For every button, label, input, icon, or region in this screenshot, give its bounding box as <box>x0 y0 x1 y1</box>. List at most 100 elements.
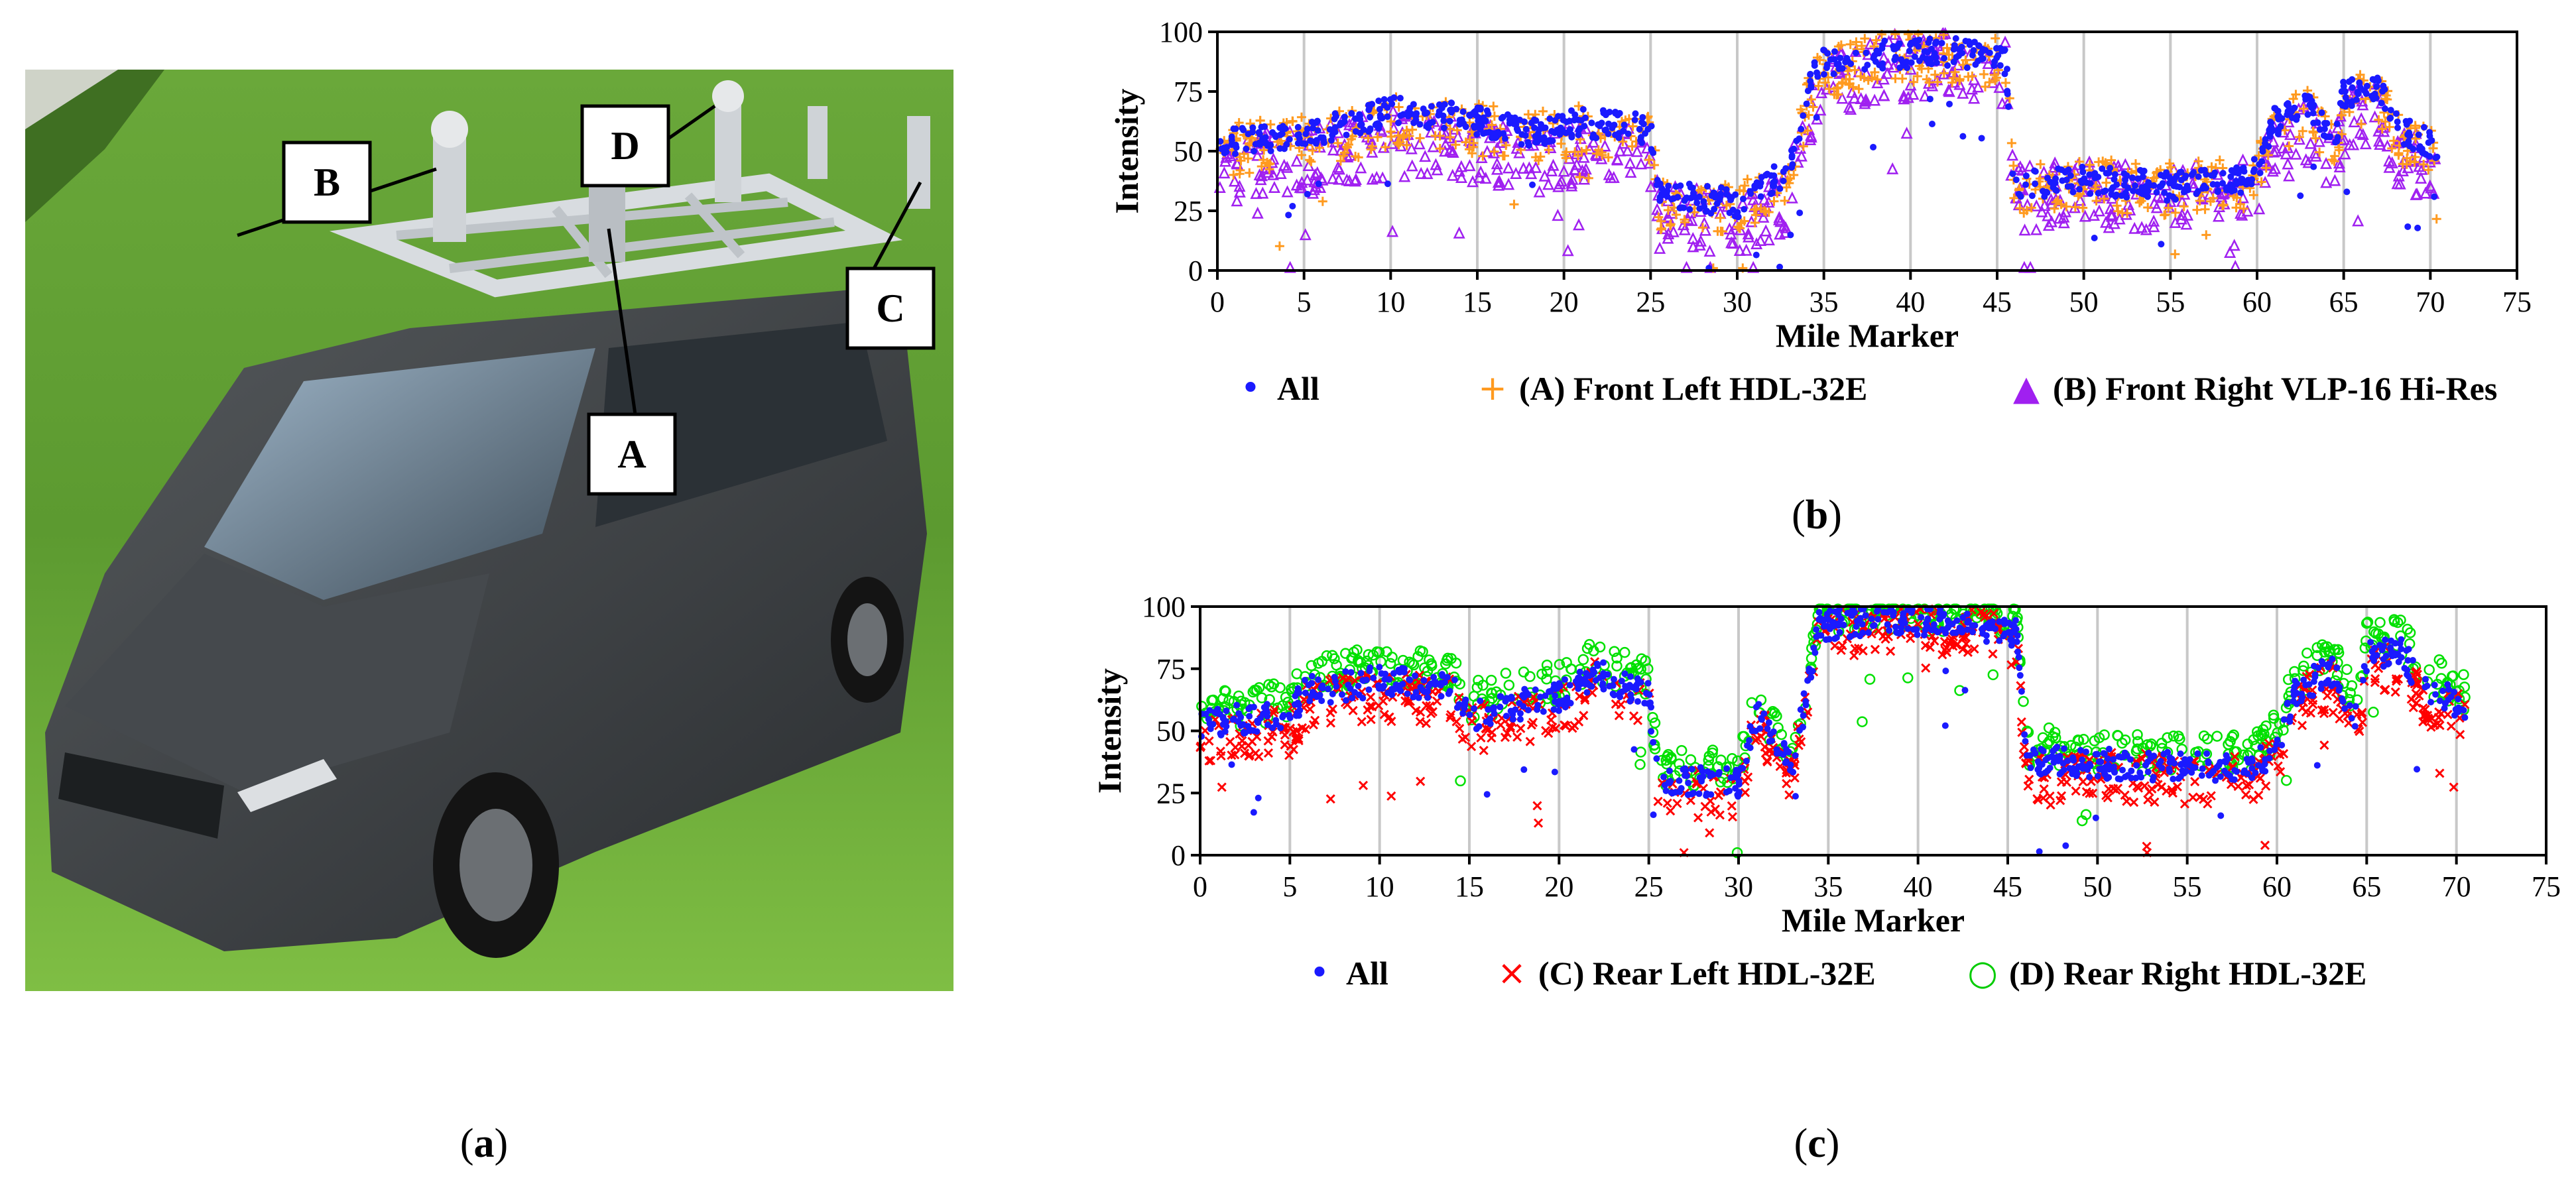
data-point <box>2182 172 2189 180</box>
data-point <box>1615 130 1623 137</box>
data-point <box>1836 40 1846 50</box>
data-point <box>1546 688 1553 695</box>
data-point <box>2288 107 2296 115</box>
data-point <box>1396 95 1404 102</box>
callout-d: D <box>580 104 670 188</box>
data-point <box>1251 206 1264 219</box>
data-point <box>1758 174 1765 181</box>
data-point <box>1348 705 1358 715</box>
data-point <box>2102 187 2109 194</box>
data-point <box>2038 199 2051 211</box>
data-point <box>1769 196 1779 206</box>
data-point <box>1502 697 1509 705</box>
data-point <box>1373 121 1380 128</box>
data-point <box>1806 665 1813 672</box>
data-point <box>1610 676 1617 683</box>
data-point <box>1437 681 1444 689</box>
data-point <box>2293 133 2305 145</box>
data-point <box>1851 37 1861 47</box>
legend-marker: ▲ <box>2013 369 2040 408</box>
y-axis-label: Intensity <box>1108 89 1145 214</box>
data-point <box>1987 669 1999 681</box>
data-point <box>1529 181 1536 188</box>
data-point <box>2298 126 2307 136</box>
data-point <box>2164 203 2174 213</box>
data-point <box>2363 82 2370 89</box>
data-point <box>1462 123 1469 131</box>
x-tick-label: 65 <box>2329 286 2359 318</box>
data-point <box>1357 670 1365 677</box>
data-point <box>1502 161 1514 174</box>
data-point <box>1913 626 1920 633</box>
data-point <box>2362 617 2374 628</box>
data-point <box>1805 129 1817 141</box>
data-point <box>1525 737 1535 746</box>
data-point <box>2359 676 2366 683</box>
data-point <box>1211 709 1219 716</box>
data-point <box>1686 213 1698 226</box>
data-point <box>1952 34 1959 42</box>
data-point <box>1843 66 1853 76</box>
data-point <box>1831 84 1841 93</box>
data-point <box>1510 141 1523 154</box>
data-point <box>2118 754 2125 761</box>
svg-text:B: B <box>314 160 340 204</box>
data-point <box>1861 66 1869 73</box>
data-point <box>1823 64 1830 72</box>
data-point <box>1787 766 1794 774</box>
data-point <box>2236 208 2248 221</box>
data-point <box>1293 712 1300 719</box>
data-point <box>1811 649 1819 656</box>
data-point <box>1451 140 1461 150</box>
data-point <box>1745 215 1758 227</box>
data-point <box>2217 812 2225 819</box>
data-point <box>2405 646 2412 653</box>
data-point <box>2348 715 2355 722</box>
data-point <box>1461 137 1471 147</box>
data-point <box>2274 107 2281 115</box>
data-point <box>1585 672 1593 680</box>
x-tick-label: 50 <box>2069 286 2099 318</box>
data-point <box>2166 192 2173 199</box>
data-point <box>2339 101 2346 109</box>
data-point <box>1660 189 1668 196</box>
data-point <box>1776 729 1787 740</box>
data-point <box>1566 172 1579 185</box>
data-point <box>2130 188 2137 195</box>
data-point <box>1251 685 1262 696</box>
data-point <box>1636 125 1643 133</box>
data-point <box>2445 685 2453 693</box>
data-point <box>1558 164 1570 177</box>
data-point <box>1870 68 1880 78</box>
data-point <box>1826 607 1833 615</box>
data-point <box>1822 636 1829 643</box>
data-point <box>2079 756 2086 763</box>
data-point <box>1985 624 1993 632</box>
data-point <box>1359 695 1367 702</box>
data-point <box>2387 114 2394 121</box>
data-point <box>1483 107 1491 114</box>
data-point <box>2158 241 2165 248</box>
data-point <box>1302 130 1310 137</box>
data-point <box>1262 140 1270 147</box>
data-point <box>2194 750 2201 757</box>
data-point <box>1991 33 2000 43</box>
data-point <box>2248 764 2256 772</box>
data-point <box>1386 791 1396 801</box>
data-point <box>1782 746 1790 753</box>
data-point <box>2384 122 2394 132</box>
data-point <box>1230 750 1240 760</box>
data-point <box>1867 73 1877 83</box>
data-point <box>2284 141 2294 151</box>
data-point <box>1718 184 1725 191</box>
data-point <box>1981 611 1992 621</box>
data-point <box>2327 154 2337 164</box>
data-point <box>1662 231 1674 244</box>
data-point <box>2179 202 2189 211</box>
data-point <box>1489 705 1497 712</box>
data-point <box>2099 165 2106 172</box>
data-point <box>2093 204 2105 217</box>
data-point <box>2087 190 2094 198</box>
data-point <box>1425 124 1432 131</box>
data-point <box>2024 261 2037 273</box>
